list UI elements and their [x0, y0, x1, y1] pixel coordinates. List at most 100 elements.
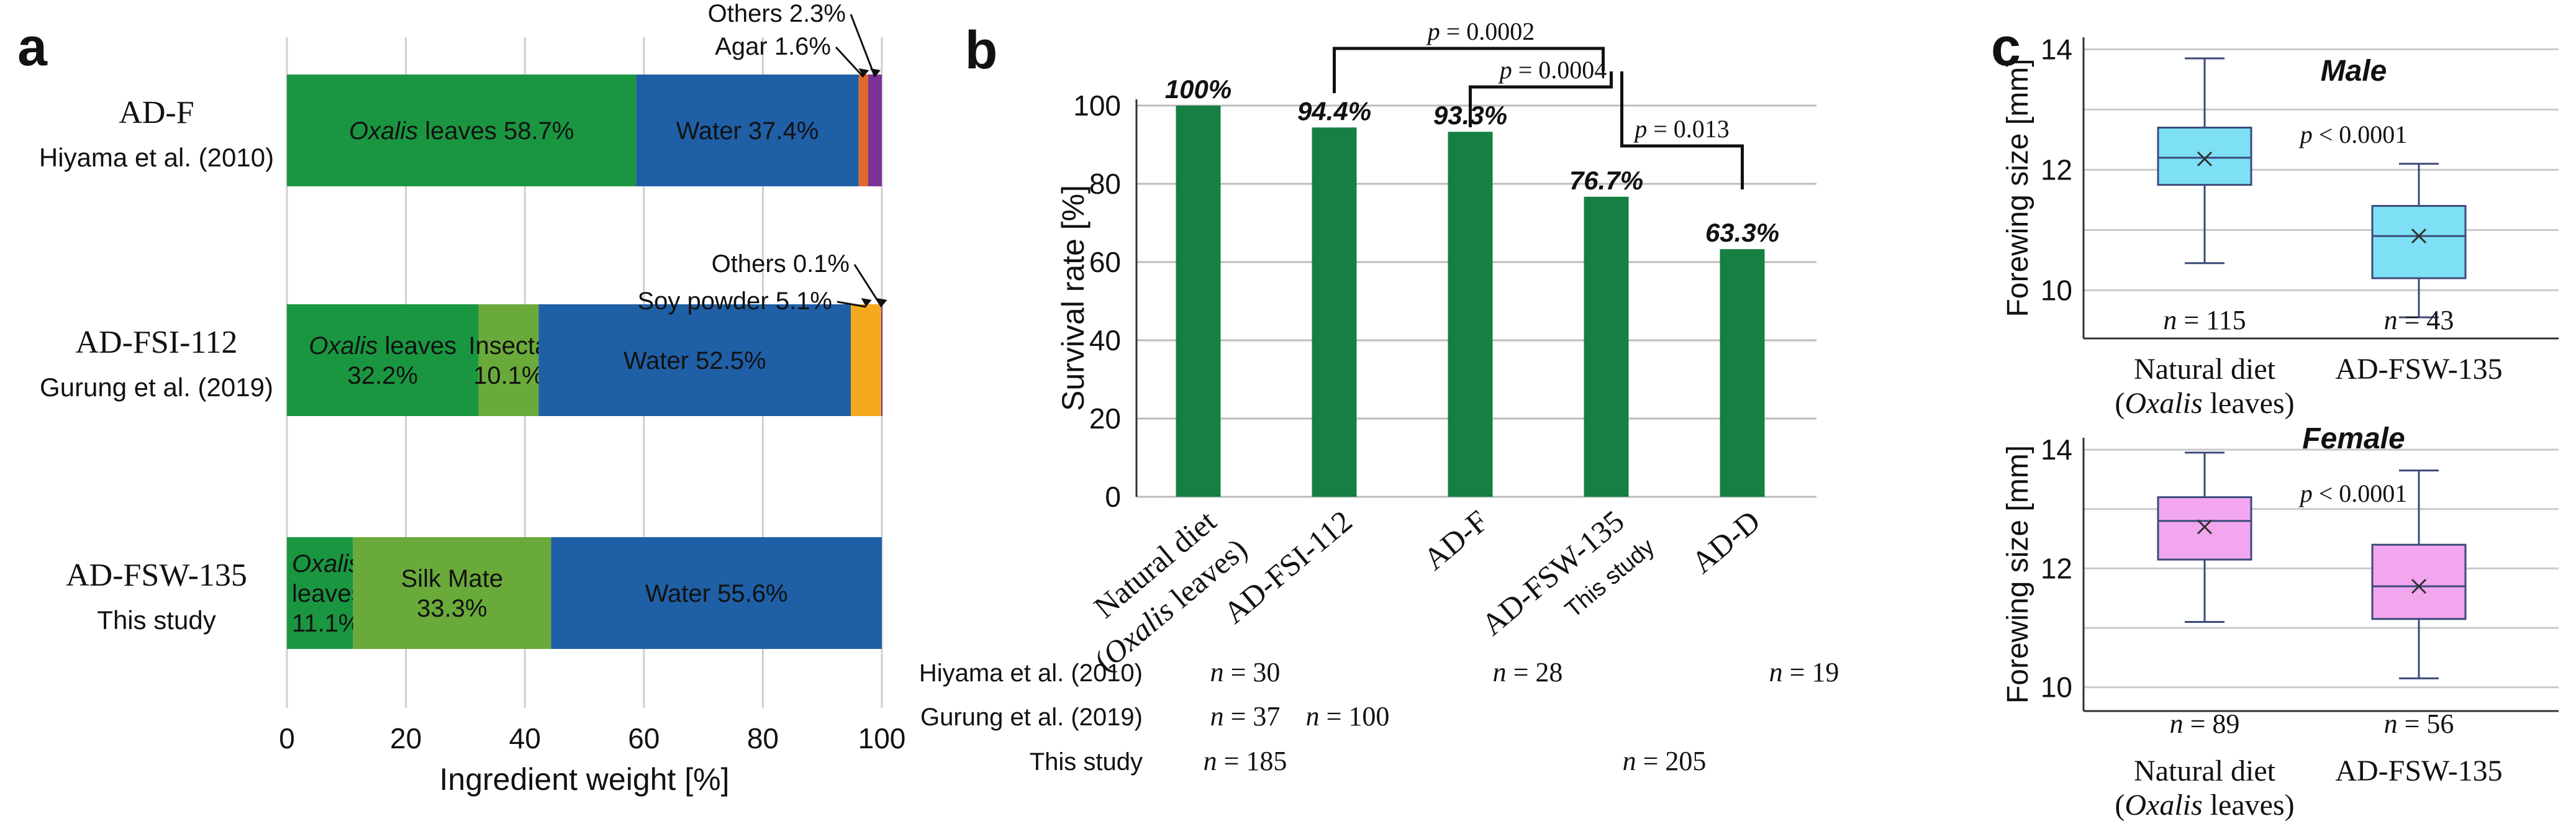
bar	[1584, 196, 1629, 497]
sample-size: n = 185	[1204, 746, 1287, 776]
sample-size: n = 100	[1306, 701, 1390, 732]
bar-segment	[287, 304, 479, 416]
y-tick-label: 12	[2041, 552, 2072, 584]
sample-size: n = 28	[1493, 657, 1563, 687]
segment-callout: Others 2.3%	[708, 0, 846, 27]
y-axis-title: Forewing size [mm]	[2002, 58, 2034, 317]
group-label: AD-FSW-135	[2335, 353, 2502, 386]
y-tick-label: 20	[1089, 402, 1121, 435]
row-sublabel: This study	[97, 605, 215, 635]
segment-label: 11.1%	[292, 610, 360, 637]
significance-bracket	[1469, 71, 1613, 127]
y-tick-label: 14	[2041, 433, 2072, 466]
sample-source: Hiyama et al. (2010)	[919, 659, 1143, 687]
segment-label: Water 55.6%	[645, 580, 788, 607]
significance-label: p = 0.0002	[1426, 17, 1535, 45]
x-tick-label: 100	[858, 722, 906, 755]
sample-size: n = 205	[1623, 746, 1707, 776]
segment-label: 10.1%	[473, 362, 543, 389]
bar-segment	[551, 537, 882, 649]
bar	[1448, 132, 1493, 497]
segment-label: Water 37.4%	[676, 117, 819, 145]
bar	[1176, 106, 1221, 497]
segment-label: Oxalis	[292, 550, 361, 578]
row-label: AD-FSW-135	[66, 558, 247, 593]
sample-size: n = 30	[1210, 657, 1281, 687]
p-value-label: p < 0.0001	[2298, 479, 2408, 507]
group-label-line2: (Oxalis leaves)	[2115, 387, 2294, 420]
y-axis-title: Forewing size [mm]	[2002, 445, 2034, 704]
mean-marker	[2197, 519, 2213, 535]
sample-size: n = 115	[2163, 305, 2246, 335]
segment-label: leaves	[292, 580, 364, 607]
group-label: Natural diet	[2134, 755, 2276, 787]
box	[2157, 496, 2252, 561]
box-title: Male	[2321, 55, 2387, 88]
panel-label-b: b	[965, 20, 998, 80]
bar-segment	[881, 304, 883, 416]
callout-leader	[853, 264, 882, 307]
segment-label: Water 52.5%	[624, 347, 766, 374]
callout-arrowhead	[858, 68, 869, 77]
y-tick-label: 60	[1089, 246, 1121, 278]
y-tick-label: 10	[2041, 671, 2072, 704]
box	[2157, 127, 2252, 186]
bar-segment	[851, 304, 882, 416]
x-tick-label: 40	[509, 722, 541, 755]
segment-callout: Soy powder 5.1%	[637, 288, 832, 315]
bar-value-label: 94.4%	[1297, 96, 1371, 125]
y-tick-label: 0	[1105, 481, 1121, 513]
category-label: AD-D	[1685, 504, 1767, 580]
bar-segment	[636, 75, 859, 186]
segment-label: Silk Mate	[401, 565, 504, 592]
y-tick-label: 12	[2041, 153, 2072, 186]
sample-size: n = 19	[1769, 657, 1839, 687]
row-sublabel: Hiyama et al. (2010)	[39, 143, 274, 172]
mean-marker	[2411, 229, 2427, 244]
x-tick-label: 60	[628, 722, 660, 755]
group-label: AD-FSW-135	[2335, 755, 2502, 787]
box-title: Female	[2302, 422, 2405, 455]
bar	[1312, 127, 1357, 497]
segment-callout: Others 0.1%	[712, 250, 850, 278]
bar-value-label: 63.3%	[1705, 218, 1779, 247]
sample-size: n = 89	[2170, 709, 2240, 739]
x-tick-label: 0	[279, 722, 295, 755]
segment-label: Oxalis leaves	[309, 332, 456, 360]
callout-arrowhead	[869, 68, 881, 77]
x-tick-label: 80	[747, 722, 779, 755]
group-label: Natural diet	[2134, 353, 2276, 386]
bar-segment	[287, 537, 353, 649]
callout-arrowhead	[861, 298, 872, 307]
segment-label: Insecta	[468, 332, 549, 360]
bar-segment	[858, 75, 868, 186]
x-axis-title: Ingredient weight [%]	[440, 762, 730, 797]
mean-marker	[2411, 579, 2427, 594]
segment-callout: Agar 1.6%	[715, 33, 831, 60]
x-tick-label: 20	[390, 722, 422, 755]
panel-label-a: a	[17, 17, 48, 77]
sample-source: Gurung et al. (2019)	[920, 704, 1143, 731]
significance-label: p = 0.013	[1633, 115, 1730, 143]
box	[2371, 205, 2467, 279]
bar-value-label: 76.7%	[1569, 166, 1643, 195]
segment-label: 32.2%	[348, 362, 418, 389]
panel-a: a 0 20 40 60 80 100 Ingredient weight [%] AD-F Hi…	[17, 0, 905, 797]
y-tick-label: 10	[2041, 274, 2072, 306]
callout-leader	[835, 46, 864, 78]
callout-arrowhead	[876, 298, 887, 307]
bar-segment	[287, 75, 637, 186]
y-tick-label: 14	[2041, 33, 2072, 65]
significance-bracket	[1333, 47, 1605, 93]
bar-value-label: 100%	[1165, 75, 1231, 104]
segment-label: Oxalis leaves 58.7%	[349, 117, 574, 145]
segment-label: 33.3%	[417, 595, 487, 622]
significance-label: p = 0.0004	[1498, 56, 1607, 84]
y-tick-label: 80	[1089, 168, 1121, 200]
box	[2371, 543, 2467, 620]
sample-size: n = 43	[2384, 305, 2454, 335]
bar-segment	[538, 304, 851, 416]
row-label: AD-F	[119, 95, 194, 130]
